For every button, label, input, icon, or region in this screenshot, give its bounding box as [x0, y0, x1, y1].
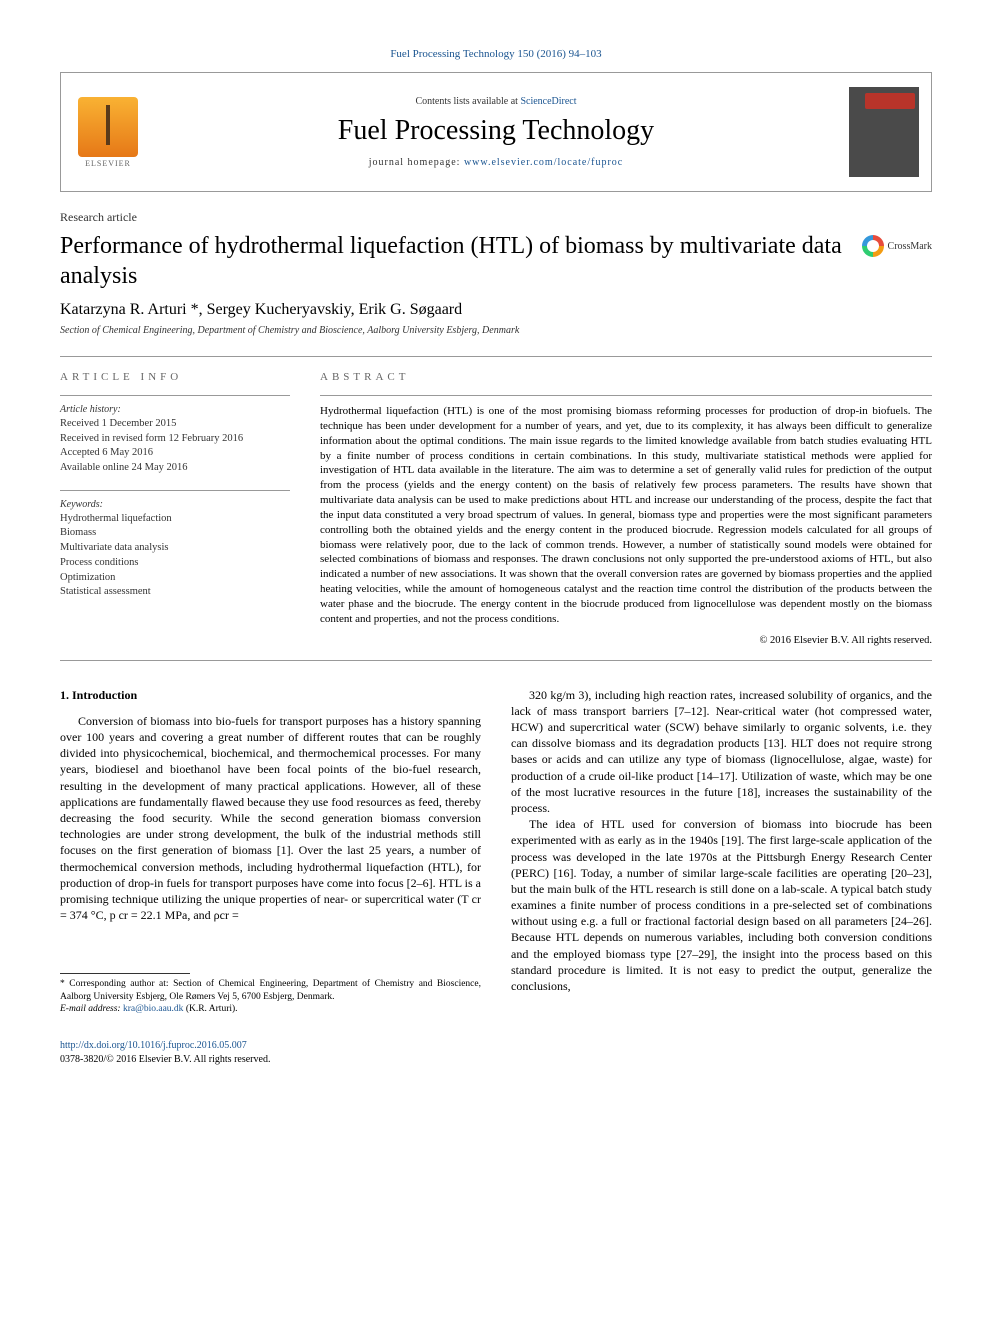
footnote-text: * Corresponding author at: Section of Ch… [60, 979, 481, 1001]
divider [60, 660, 932, 661]
contents-lists-line: Contents lists available at ScienceDirec… [143, 96, 849, 107]
doi-link[interactable]: http://dx.doi.org/10.1016/j.fuproc.2016.… [60, 1040, 247, 1051]
article-title: Performance of hydrothermal liquefaction… [60, 231, 862, 291]
keyword: Hydrothermal liquefaction [60, 512, 290, 527]
journal-header-box: ELSEVIER Contents lists available at Sci… [60, 72, 932, 192]
crossmark-icon [862, 235, 884, 257]
abstract-label: abstract [320, 371, 932, 383]
elsevier-logo: ELSEVIER [73, 92, 143, 172]
email-label: E-mail address: [60, 1004, 123, 1014]
email-footnote: E-mail address: kra@bio.aau.dk (K.R. Art… [60, 1003, 481, 1015]
body-paragraph: Conversion of biomass into bio-fuels for… [60, 713, 481, 923]
homepage-prefix: journal homepage: [369, 157, 464, 168]
journal-title: Fuel Processing Technology [143, 115, 849, 147]
keyword: Biomass [60, 526, 290, 541]
keyword: Statistical assessment [60, 585, 290, 600]
article-type: Research article [60, 210, 932, 225]
history-line: Accepted 6 May 2016 [60, 446, 290, 461]
body-column-left: 1. Introduction Conversion of biomass in… [60, 687, 481, 1016]
elsevier-label: ELSEVIER [85, 159, 131, 168]
keyword: Optimization [60, 571, 290, 586]
crossmark-badge[interactable]: CrossMark [862, 235, 932, 257]
top-citation-link[interactable]: Fuel Processing Technology 150 (2016) 94… [60, 48, 932, 60]
article-info-column: article info Article history: Received 1… [60, 371, 290, 646]
sciencedirect-link[interactable]: ScienceDirect [520, 96, 576, 107]
elsevier-tree-icon [78, 97, 138, 157]
article-info-label: article info [60, 371, 290, 383]
divider [60, 356, 932, 357]
affiliation: Section of Chemical Engineering, Departm… [60, 325, 932, 336]
body-column-right: 320 kg/m 3), including high reaction rat… [511, 687, 932, 1016]
email-author: (K.R. Arturi). [183, 1004, 237, 1014]
authors-line: Katarzyna R. Arturi *, Sergey Kucheryavs… [60, 301, 932, 319]
body-columns: 1. Introduction Conversion of biomass in… [60, 687, 932, 1016]
divider [60, 490, 290, 491]
section-heading: 1. Introduction [60, 687, 481, 703]
journal-cover-thumbnail [849, 87, 919, 177]
divider [320, 395, 932, 396]
divider [60, 395, 290, 396]
history-line: Received in revised form 12 February 201… [60, 432, 290, 447]
corresponding-author-footnote: * Corresponding author at: Section of Ch… [60, 978, 481, 1003]
journal-homepage-link[interactable]: www.elsevier.com/locate/fuproc [464, 157, 623, 168]
crossmark-label: CrossMark [888, 241, 932, 252]
journal-homepage-line: journal homepage: www.elsevier.com/locat… [143, 157, 849, 168]
abstract-text: Hydrothermal liquefaction (HTL) is one o… [320, 404, 932, 627]
keyword: Process conditions [60, 556, 290, 571]
history-title: Article history: [60, 404, 290, 415]
header-center: Contents lists available at ScienceDirec… [143, 96, 849, 168]
keywords-title: Keywords: [60, 499, 290, 510]
body-paragraph: 320 kg/m 3), including high reaction rat… [511, 687, 932, 817]
issn-line: 0378-3820/© 2016 Elsevier B.V. All right… [60, 1054, 270, 1065]
email-link[interactable]: kra@bio.aau.dk [123, 1004, 183, 1014]
contents-prefix: Contents lists available at [415, 96, 520, 107]
history-line: Received 1 December 2015 [60, 417, 290, 432]
history-line: Available online 24 May 2016 [60, 461, 290, 476]
body-paragraph: The idea of HTL used for conversion of b… [511, 816, 932, 994]
keyword: Multivariate data analysis [60, 541, 290, 556]
abstract-column: abstract Hydrothermal liquefaction (HTL)… [320, 371, 932, 646]
page-footer: http://dx.doi.org/10.1016/j.fuproc.2016.… [60, 1039, 932, 1067]
cover-badge [865, 93, 915, 109]
abstract-copyright: © 2016 Elsevier B.V. All rights reserved… [320, 635, 932, 646]
footnote-separator [60, 973, 190, 974]
page: Fuel Processing Technology 150 (2016) 94… [0, 0, 992, 1107]
